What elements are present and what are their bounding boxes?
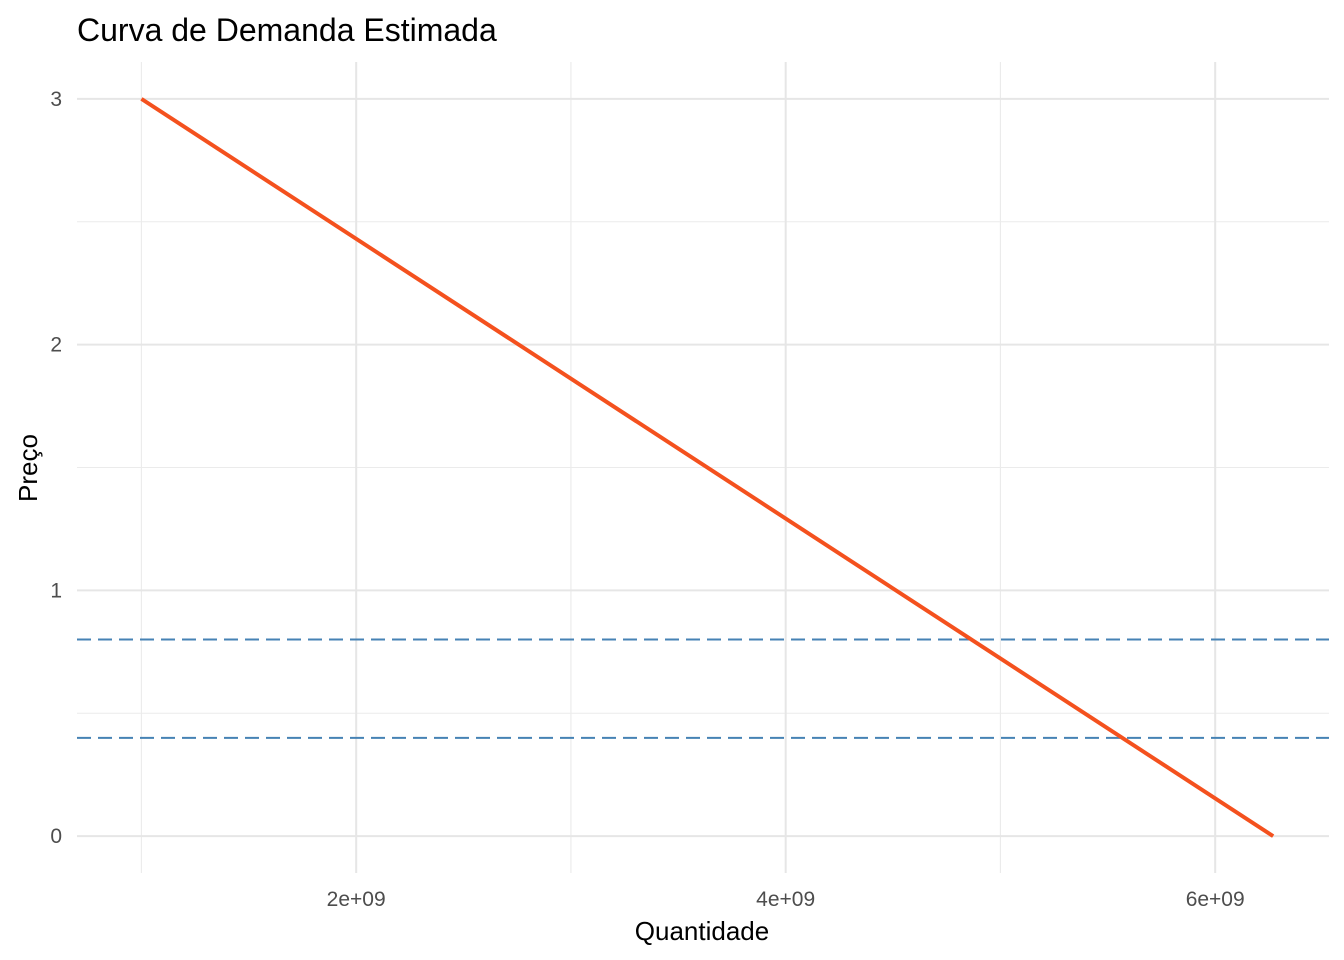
y-axis-ticks: 0 1 2 3 (50, 88, 62, 848)
x-tick-label: 6e+09 (1186, 888, 1245, 911)
reference-lines (77, 638, 1329, 739)
y-tick-label: 3 (50, 88, 62, 111)
x-tick-label: 4e+09 (756, 888, 815, 911)
y-tick-label: 0 (50, 825, 62, 848)
minor-gridlines (77, 62, 1329, 873)
x-axis-title: Quantidade (635, 916, 769, 946)
major-gridlines (77, 62, 1329, 873)
y-tick-label: 1 (50, 579, 62, 602)
demand-series (140, 97, 1275, 838)
x-tick-label: 2e+09 (327, 888, 386, 911)
demand-line (140, 97, 1275, 838)
y-tick-label: 2 (50, 334, 62, 357)
chart-title: Curva de Demanda Estimada (77, 12, 497, 48)
x-axis-ticks: 2e+09 4e+09 6e+09 (327, 888, 1245, 911)
y-axis-title: Preço (13, 434, 43, 502)
